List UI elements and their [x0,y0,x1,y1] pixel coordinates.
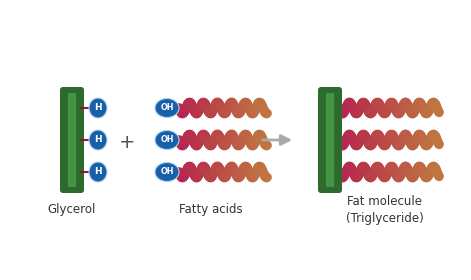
FancyBboxPatch shape [60,87,84,193]
Ellipse shape [155,99,179,118]
Ellipse shape [89,98,107,118]
Text: H: H [94,136,102,144]
Text: Fat molecule
(Triglyceride): Fat molecule (Triglyceride) [346,195,423,225]
Text: OH: OH [160,136,174,144]
Ellipse shape [89,162,107,182]
FancyBboxPatch shape [318,87,342,193]
Ellipse shape [155,130,179,150]
Text: +: + [119,132,135,151]
Text: H: H [94,167,102,176]
Text: Glycerol: Glycerol [48,204,96,216]
Ellipse shape [89,130,107,150]
Ellipse shape [155,162,179,181]
Text: Fatty acids: Fatty acids [179,204,243,216]
Text: H: H [94,104,102,113]
Text: OH: OH [160,104,174,113]
Text: OH: OH [160,167,174,176]
FancyBboxPatch shape [326,93,334,187]
FancyBboxPatch shape [68,93,76,187]
